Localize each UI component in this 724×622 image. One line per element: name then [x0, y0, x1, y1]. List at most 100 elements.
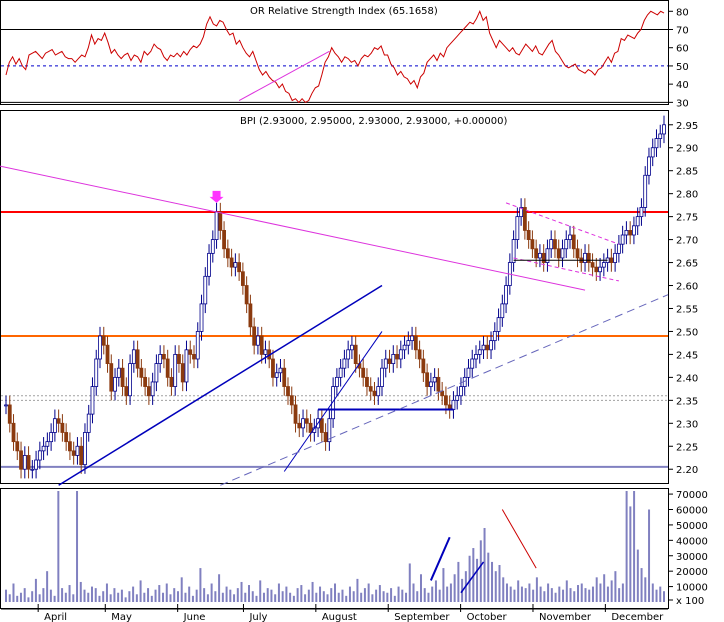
volume-bar — [113, 588, 116, 602]
volume-bar — [259, 580, 262, 602]
candle-body — [575, 248, 580, 259]
volume-bar — [565, 580, 568, 602]
candle-body — [406, 340, 411, 346]
candle-body — [22, 455, 27, 470]
volume-bar — [378, 585, 381, 602]
candle-body — [639, 207, 644, 218]
volume-bar — [304, 594, 307, 602]
downtrend-line — [0, 165, 586, 291]
volume-bar — [285, 586, 288, 602]
candle-body — [481, 344, 486, 351]
candle-body — [146, 386, 151, 397]
candle-body — [342, 358, 347, 369]
candle-body — [564, 239, 569, 250]
candle-body — [470, 358, 475, 369]
volume-bar — [135, 594, 138, 602]
volume-bar — [79, 581, 82, 602]
volume-bar — [262, 592, 265, 602]
candle-body — [568, 234, 572, 240]
volume-bar — [34, 578, 37, 602]
candle-body — [289, 395, 294, 406]
candle-body — [301, 418, 305, 429]
candle-body — [56, 418, 61, 424]
candle-body — [105, 344, 110, 364]
candle-body — [436, 376, 441, 392]
candle-body — [237, 262, 242, 273]
candle-body — [139, 367, 144, 378]
candle-body — [635, 216, 640, 227]
candle-body — [500, 303, 505, 319]
volume-bar — [629, 506, 632, 602]
volume-bar — [195, 589, 198, 602]
price-tick-label: 2.25 — [676, 442, 698, 453]
volume-bar — [326, 594, 329, 602]
candle-body — [474, 354, 478, 360]
candle-body — [571, 234, 576, 250]
candle-body — [86, 413, 91, 433]
candle-body — [662, 124, 666, 135]
volume-bar — [532, 589, 535, 602]
price-tick-label: 2.45 — [676, 350, 698, 361]
candle-body — [135, 349, 140, 369]
candle-body — [263, 349, 268, 355]
volume-annotation-up-1 — [429, 536, 451, 581]
candle-body — [286, 386, 290, 397]
volume-bar — [210, 583, 213, 602]
price-tick-label: 2.75 — [676, 213, 698, 224]
volume-bar — [289, 592, 292, 602]
volume-bar — [94, 588, 97, 602]
volume-bar — [479, 540, 482, 602]
volume-bar — [393, 595, 396, 602]
volume-bar — [569, 588, 572, 602]
peak-arrow-icon — [209, 190, 224, 203]
candle-body — [496, 317, 501, 332]
candle-body — [225, 248, 230, 259]
candle-body — [413, 335, 418, 351]
candle-body — [124, 386, 129, 397]
volume-bar — [356, 578, 359, 602]
volume-bar — [371, 594, 374, 602]
volume-tick-label: 20000 — [676, 567, 708, 578]
volume-bar — [591, 586, 594, 602]
volume-bar — [539, 586, 542, 602]
volume-bar — [248, 585, 251, 602]
volume-bar — [408, 563, 411, 602]
volume-bar — [535, 577, 538, 602]
candle-body — [4, 404, 8, 407]
candle-body — [451, 399, 456, 410]
volume-bar — [27, 597, 30, 602]
price-tick-label: 2.55 — [676, 304, 698, 315]
price-tick-label: 2.85 — [676, 167, 698, 178]
volume-bar — [76, 491, 79, 602]
candle-body — [549, 239, 554, 250]
candle-body — [120, 367, 125, 387]
volume-annotation-down — [501, 509, 537, 569]
candle-body — [598, 266, 602, 273]
volume-bar — [618, 588, 621, 602]
long-dashed-trend — [220, 294, 669, 486]
volume-bar — [401, 589, 404, 602]
candle-body — [71, 450, 76, 456]
volume-bar — [524, 588, 527, 602]
volume-bar — [468, 555, 471, 602]
candle-body — [459, 386, 463, 397]
volume-bar — [509, 586, 512, 602]
candle-body — [180, 363, 185, 383]
candle-body — [83, 432, 87, 466]
rsi-tick-label: 60 — [676, 44, 689, 55]
rsi-tick-label: 70 — [676, 26, 689, 37]
volume-bar — [644, 577, 647, 602]
volume-bar — [412, 583, 415, 602]
candle-body — [601, 262, 606, 268]
volume-bar — [562, 589, 565, 602]
volume-bar — [363, 588, 366, 602]
volume-bar — [360, 592, 363, 602]
volume-bar — [53, 595, 56, 602]
candle-body — [214, 211, 219, 240]
volume-bar — [375, 589, 378, 602]
volume-bar — [434, 580, 437, 602]
volume-bar — [603, 574, 606, 602]
volume-bar — [405, 592, 408, 602]
volume-bar — [352, 591, 355, 602]
month-labels: April May June July August September October No… — [1, 604, 668, 622]
